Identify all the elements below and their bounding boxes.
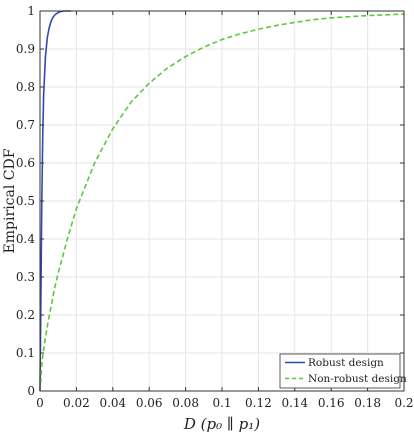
y-tick-label: 0.7 [16, 118, 35, 132]
x-tick-label: 0 [36, 396, 44, 410]
legend-label-non-robust: Non-robust design [308, 373, 407, 385]
y-tick-label: 0.2 [16, 308, 35, 322]
y-tick-label: 0.8 [16, 80, 35, 94]
x-tick-label: 0.02 [63, 396, 90, 410]
y-tick-label: 0.6 [16, 156, 35, 170]
x-tick-label: 0.12 [245, 396, 272, 410]
x-tick-label: 0.04 [99, 396, 126, 410]
y-tick-label: 0.3 [16, 270, 35, 284]
x-tick-label: 0.06 [136, 396, 163, 410]
ticks [39, 10, 405, 392]
legend: Robust design Non-robust design [279, 353, 407, 389]
x-tick-label: 0.18 [354, 396, 381, 410]
y-tick-label: 0.1 [16, 346, 35, 360]
legend-box [279, 353, 401, 389]
tick-labels: 0 0.02 0.04 0.06 0.08 0.1 0.12 0.14 0.16 0.18 0.2 0… [16, 4, 414, 410]
x-tick-label: 0.16 [318, 396, 345, 410]
y-tick-label: 0.9 [16, 42, 35, 56]
y-axis-label: Empirical CDF [2, 148, 18, 253]
series-line-non-robust [39, 13, 405, 392]
x-tick-label: 0.2 [394, 396, 413, 410]
x-axis-label: D (p₀ ∥ p₁) [183, 415, 260, 433]
legend-label-robust: Robust design [308, 357, 384, 369]
y-tick-label: 0.5 [16, 194, 35, 208]
x-tick-label: 0.14 [281, 396, 308, 410]
x-tick-label: 0.1 [212, 396, 231, 410]
y-tick-label: 0 [27, 384, 35, 398]
y-tick-label: 0.4 [16, 232, 35, 246]
y-tick-label: 1 [27, 4, 35, 18]
x-tick-label: 0.08 [172, 396, 199, 410]
